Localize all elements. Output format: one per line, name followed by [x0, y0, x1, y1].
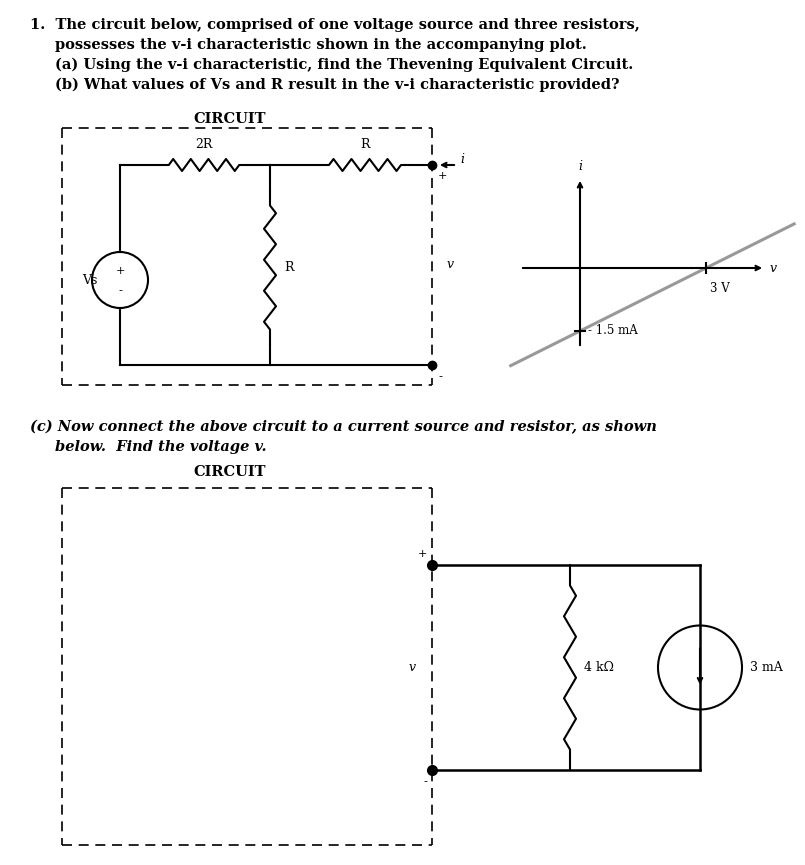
Text: i: i — [460, 153, 464, 166]
Text: CIRCUIT: CIRCUIT — [194, 112, 266, 126]
Text: 2R: 2R — [196, 138, 213, 151]
Text: -: - — [423, 776, 427, 786]
Text: +: + — [438, 171, 448, 181]
Text: +: + — [115, 266, 125, 276]
Text: Vs: Vs — [82, 273, 97, 286]
Text: CIRCUIT: CIRCUIT — [194, 465, 266, 479]
Text: R: R — [361, 138, 369, 151]
Text: (c) Now connect the above circuit to a current source and resistor, as shown: (c) Now connect the above circuit to a c… — [30, 420, 657, 434]
Text: -: - — [118, 285, 122, 295]
Text: v: v — [447, 259, 454, 272]
Text: i: i — [578, 160, 582, 173]
Text: 3 V: 3 V — [710, 282, 730, 295]
Text: 3 mA: 3 mA — [750, 661, 782, 674]
Text: possesses the v-i characteristic shown in the accompanying plot.: possesses the v-i characteristic shown i… — [55, 38, 587, 52]
Text: 1.  The circuit below, comprised of one voltage source and three resistors,: 1. The circuit below, comprised of one v… — [30, 18, 640, 32]
Text: (a) Using the v-i characteristic, find the Thevening Equivalent Circuit.: (a) Using the v-i characteristic, find t… — [55, 58, 634, 73]
Text: - 1.5 mA: - 1.5 mA — [588, 324, 638, 337]
Text: 4 kΩ: 4 kΩ — [584, 661, 614, 674]
Text: (b) What values of Vs and R result in the v-i characteristic provided?: (b) What values of Vs and R result in th… — [55, 78, 620, 93]
Text: v: v — [408, 661, 415, 674]
Text: -: - — [438, 371, 442, 381]
Text: +: + — [418, 549, 427, 559]
Text: v: v — [770, 261, 777, 274]
Text: R: R — [284, 261, 294, 274]
Text: below.  Find the voltage v.: below. Find the voltage v. — [55, 440, 266, 454]
